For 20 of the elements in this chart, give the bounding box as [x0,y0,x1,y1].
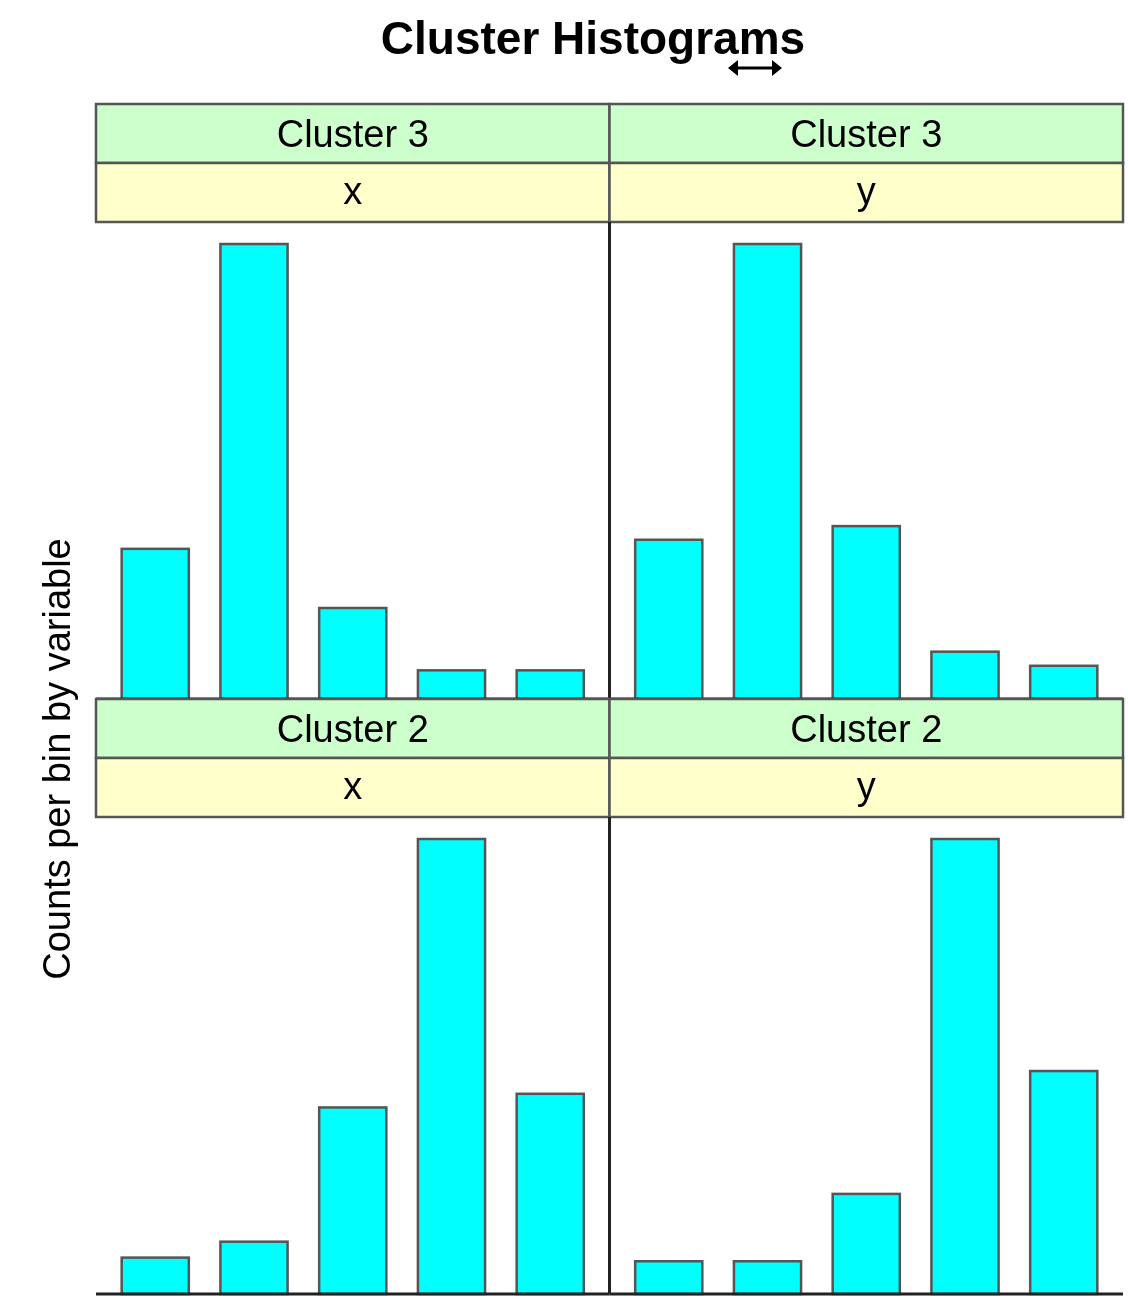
bar [1028,1069,1099,1296]
bar [416,837,487,1296]
bar [515,1092,586,1296]
bar [732,1259,803,1296]
chart-title: Cluster 2 [790,707,943,750]
bar [930,837,1000,1296]
chart-title: Cluster 3 [276,112,429,155]
chart-subtitle: y [856,764,876,807]
chart-subtitle: x [343,169,363,212]
bar [120,1256,191,1296]
chart-title: Cluster 3 [790,112,943,155]
bar [831,1192,902,1296]
chart-subtitle: y [856,169,876,212]
text: Cluster Histograms [380,12,806,64]
bar [219,1240,289,1296]
bar [633,1259,704,1296]
y-axis-title: Counts per bin by variable [36,538,78,980]
chart-title: Cluster 2 [276,707,429,750]
bar [317,1106,388,1296]
chart-subtitle: x [343,764,363,807]
